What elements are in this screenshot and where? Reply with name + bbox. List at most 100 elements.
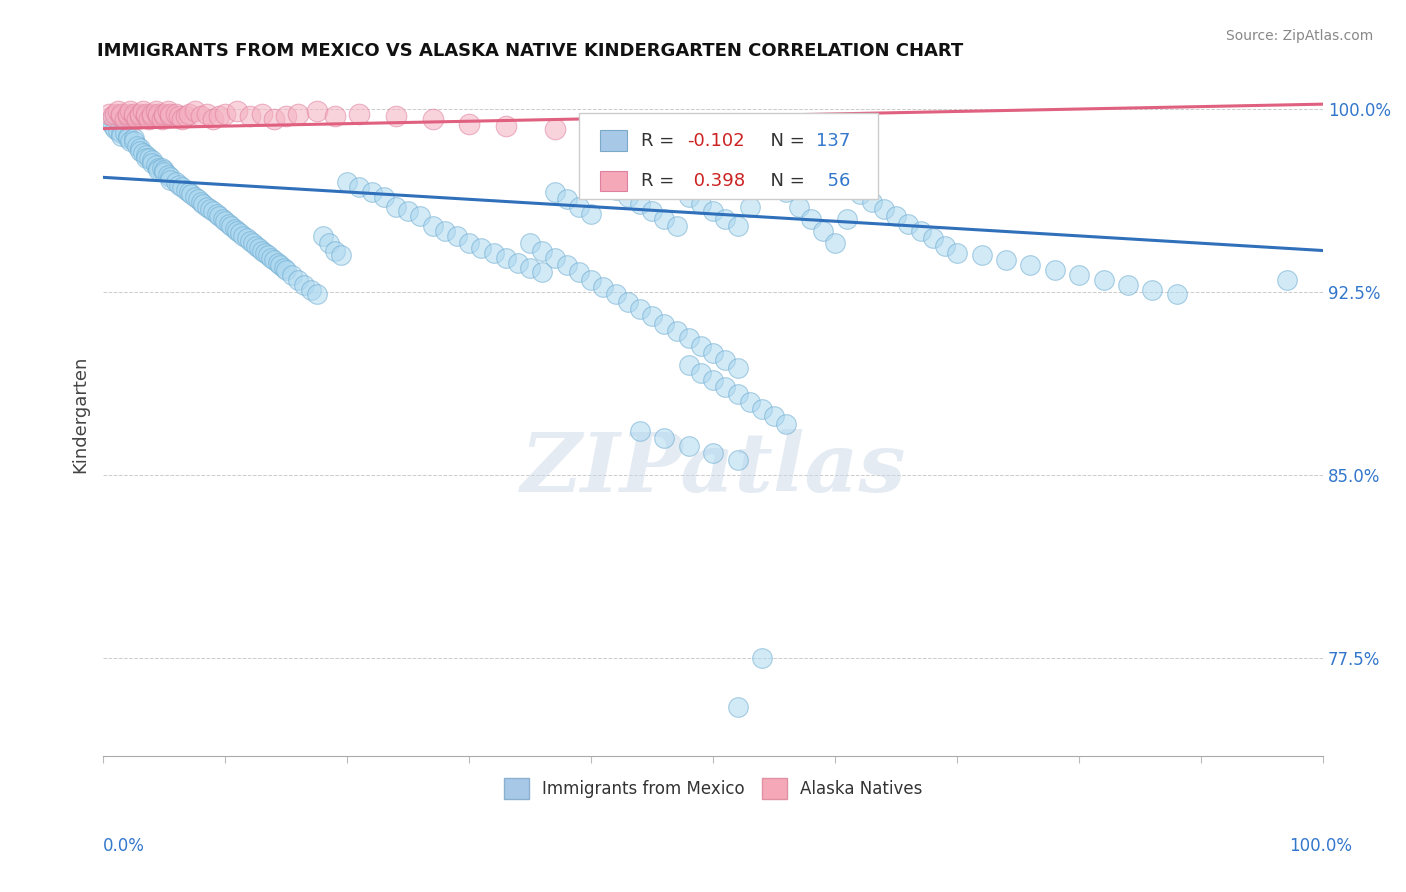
Text: ZIPatlas: ZIPatlas: [520, 429, 905, 508]
Point: [159, 173, 181, 187]
Point: [138, 112, 160, 126]
Point: [104, 107, 127, 121]
Point: [628, 197, 651, 211]
Point: [183, 104, 205, 119]
Point: [208, 210, 231, 224]
Point: [177, 185, 200, 199]
Point: [232, 228, 254, 243]
Point: [183, 190, 205, 204]
Point: [678, 439, 700, 453]
Point: [110, 109, 132, 123]
Point: [287, 107, 309, 121]
Point: [146, 109, 169, 123]
Bar: [600, 170, 627, 191]
Point: [190, 194, 212, 209]
Text: N =: N =: [759, 172, 811, 190]
Point: [114, 127, 136, 141]
Point: [110, 107, 132, 121]
Point: [117, 131, 139, 145]
Point: [281, 268, 304, 282]
Point: [287, 273, 309, 287]
Point: [224, 221, 246, 235]
FancyBboxPatch shape: [579, 113, 877, 199]
Point: [543, 251, 565, 265]
Point: [323, 244, 346, 258]
Point: [146, 107, 169, 121]
Point: [118, 134, 141, 148]
Point: [141, 107, 163, 121]
Point: [101, 119, 124, 133]
Point: [141, 155, 163, 169]
Point: [135, 151, 157, 165]
Point: [678, 358, 700, 372]
Point: [208, 109, 231, 123]
Point: [519, 236, 541, 251]
Point: [897, 217, 920, 231]
Point: [122, 131, 145, 145]
Point: [219, 219, 242, 234]
Point: [276, 263, 298, 277]
Point: [165, 175, 187, 189]
Point: [98, 107, 121, 121]
Point: [229, 227, 252, 241]
Point: [555, 192, 578, 206]
Point: [214, 107, 236, 121]
Point: [800, 211, 823, 226]
Point: [323, 109, 346, 123]
Point: [727, 360, 749, 375]
Text: IMMIGRANTS FROM MEXICO VS ALASKA NATIVE KINDERGARTEN CORRELATION CHART: IMMIGRANTS FROM MEXICO VS ALASKA NATIVE …: [97, 42, 963, 60]
Point: [616, 294, 638, 309]
Point: [616, 190, 638, 204]
Point: [110, 128, 132, 143]
Point: [218, 217, 240, 231]
Point: [135, 148, 157, 162]
Point: [211, 211, 233, 226]
Point: [592, 175, 614, 189]
Point: [678, 190, 700, 204]
Point: [592, 280, 614, 294]
Point: [727, 387, 749, 401]
Point: [837, 211, 859, 226]
Point: [153, 165, 176, 179]
Point: [256, 248, 278, 262]
Point: [114, 112, 136, 126]
Point: [714, 380, 737, 394]
Point: [260, 251, 283, 265]
Point: [422, 219, 444, 234]
Point: [652, 317, 675, 331]
Point: [579, 207, 602, 221]
Point: [652, 431, 675, 445]
Point: [167, 109, 190, 123]
Point: [165, 107, 187, 121]
Point: [135, 109, 157, 123]
Point: [433, 224, 456, 238]
Point: [128, 107, 150, 121]
Point: [422, 112, 444, 126]
Point: [122, 109, 145, 123]
Point: [156, 104, 179, 119]
Point: [122, 134, 145, 148]
Point: [702, 346, 724, 360]
Point: [110, 127, 132, 141]
Point: [330, 248, 353, 262]
Point: [150, 161, 173, 175]
Point: [751, 402, 773, 417]
Point: [117, 128, 139, 143]
Point: [751, 175, 773, 189]
Point: [568, 265, 591, 279]
Text: 56: 56: [815, 172, 851, 190]
Point: [226, 224, 249, 238]
Point: [1069, 268, 1091, 282]
Point: [205, 207, 228, 221]
Point: [141, 109, 163, 123]
Point: [318, 236, 340, 251]
Point: [543, 121, 565, 136]
Point: [138, 151, 160, 165]
Point: [555, 258, 578, 272]
Point: [458, 117, 481, 131]
Point: [702, 373, 724, 387]
Point: [193, 197, 215, 211]
Point: [180, 187, 202, 202]
Text: 0.0%: 0.0%: [103, 837, 145, 855]
Point: [104, 121, 127, 136]
